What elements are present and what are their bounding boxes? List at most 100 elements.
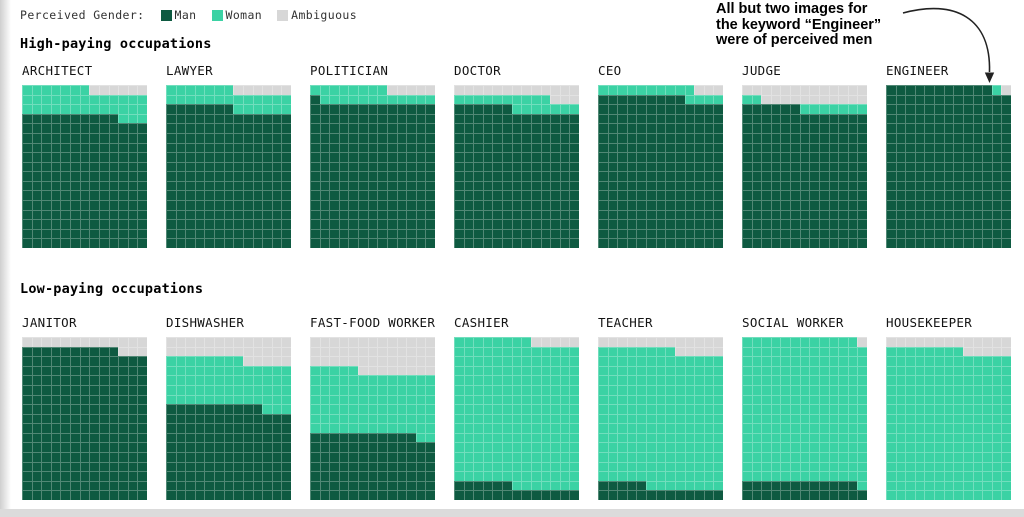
waffle-cell-man [655, 123, 666, 133]
waffle-cell-man [386, 461, 397, 472]
waffle-cell-man [194, 452, 205, 462]
waffle-cell-man [492, 228, 503, 239]
waffle-cell-man [463, 200, 474, 210]
waffle-cell-man [262, 228, 272, 239]
waffle-cell-man [118, 461, 128, 472]
waffle-cell-man [386, 219, 397, 229]
waffle-cell-woman [319, 394, 330, 405]
waffle-cell-man [310, 113, 320, 124]
waffle-cell-woman [415, 413, 426, 424]
waffle-cell-woman [166, 356, 176, 366]
waffle-cell-woman [550, 442, 560, 453]
waffle-cell-woman [530, 365, 541, 376]
waffle-cell-woman [751, 384, 762, 395]
waffle-cell-man [118, 161, 128, 172]
waffle-cell-woman [348, 384, 359, 395]
waffle-cell-woman [780, 384, 791, 395]
waffle-cell-ambiguous [98, 337, 109, 347]
waffle-cell-woman [790, 394, 800, 405]
waffle-cell-man [569, 209, 579, 220]
waffle-cell-man [761, 113, 771, 124]
waffle-cell-man [847, 200, 858, 210]
waffle-cell-woman [694, 404, 704, 414]
waffle-cell-man [617, 219, 627, 229]
waffle-cell-man [770, 238, 781, 248]
waffle-cell-woman [646, 356, 656, 366]
waffle-cell-man [329, 113, 339, 124]
waffle-cell-man [415, 132, 426, 143]
waffle-cell-man [742, 228, 752, 239]
waffle-cell-man [98, 442, 109, 453]
waffle-cell-woman [367, 85, 378, 95]
waffle-cell-man [857, 490, 867, 500]
waffle-cell-man [204, 113, 215, 124]
waffle-cell-man [60, 142, 71, 153]
waffle-chart-teacher: TEACHER [598, 316, 723, 500]
waffle-cell-man [646, 152, 656, 162]
waffle-cell-woman [780, 423, 791, 433]
waffle-cell-woman [194, 94, 205, 105]
waffle-cell-man [415, 161, 426, 172]
waffle-cell-man [972, 104, 983, 114]
waffle-cell-woman [454, 413, 464, 424]
waffle-cell-woman [790, 346, 800, 357]
waffle-cell-man [617, 228, 627, 239]
waffle-cell-man [319, 461, 330, 472]
waffle-cell-man [60, 356, 71, 366]
waffle-cell-woman [223, 356, 234, 366]
waffle-cell-ambiguous [761, 85, 771, 95]
waffle-cell-man [271, 423, 282, 433]
waffle-cell-woman [838, 346, 848, 357]
waffle-cell-man [50, 152, 61, 162]
waffle-cell-ambiguous [377, 365, 387, 376]
waffle-cell-man [809, 209, 819, 220]
waffle-cell-man [982, 190, 992, 201]
waffle-cell-man [79, 394, 90, 405]
waffle-cell-woman [569, 404, 579, 414]
waffle-cell-man [598, 142, 608, 153]
waffle-cell-woman [1001, 413, 1011, 424]
waffle-cell-man [223, 461, 234, 472]
waffle-cell-man [962, 123, 973, 133]
waffle-cell-man [358, 104, 368, 114]
waffle-cell-woman [761, 442, 771, 453]
waffle-cell-man [636, 238, 647, 248]
waffle-cell-woman [953, 346, 963, 357]
waffle-cell-woman [626, 413, 637, 424]
waffle-cell-man [262, 238, 272, 248]
waffle-cell-man [50, 228, 61, 239]
waffle-cell-man [790, 123, 800, 133]
waffle-cell-ambiguous [646, 337, 656, 347]
waffle-cell-man [89, 432, 99, 443]
waffle-cell-ambiguous [281, 356, 291, 366]
waffle-cell-man [905, 113, 915, 124]
waffle-cell-woman [809, 471, 819, 481]
waffle-cell-man [127, 404, 138, 414]
waffle-cell-man [655, 190, 666, 201]
waffle-cell-man [886, 132, 896, 143]
waffle-cell-man [511, 171, 522, 181]
waffle-cell-man [770, 209, 781, 220]
waffle-cell-woman [262, 394, 272, 405]
waffle-cell-man [943, 238, 954, 248]
waffle-cell-woman [838, 365, 848, 376]
waffle-cell-woman [809, 461, 819, 472]
waffle-cell-man [857, 238, 867, 248]
waffle-cell-woman [559, 375, 570, 385]
waffle-cell-woman [684, 423, 695, 433]
waffle-cell-woman [962, 432, 973, 443]
waffle-cell-ambiguous [847, 94, 858, 105]
waffle-cell-woman [790, 432, 800, 443]
waffle-cell-ambiguous [406, 356, 416, 366]
chart-label-janitor: JANITOR [22, 315, 77, 330]
waffle-cell-man [396, 219, 407, 229]
waffle-cell-man [646, 219, 656, 229]
waffle-cell-man [991, 238, 1002, 248]
waffle-cell-man [924, 161, 935, 172]
waffle-cell-man [953, 123, 963, 133]
waffle-cell-man [348, 123, 359, 133]
waffle-cell-man [214, 404, 224, 414]
waffle-cell-woman [194, 375, 205, 385]
waffle-cell-woman [559, 394, 570, 405]
waffle-cell-ambiguous [377, 356, 387, 366]
